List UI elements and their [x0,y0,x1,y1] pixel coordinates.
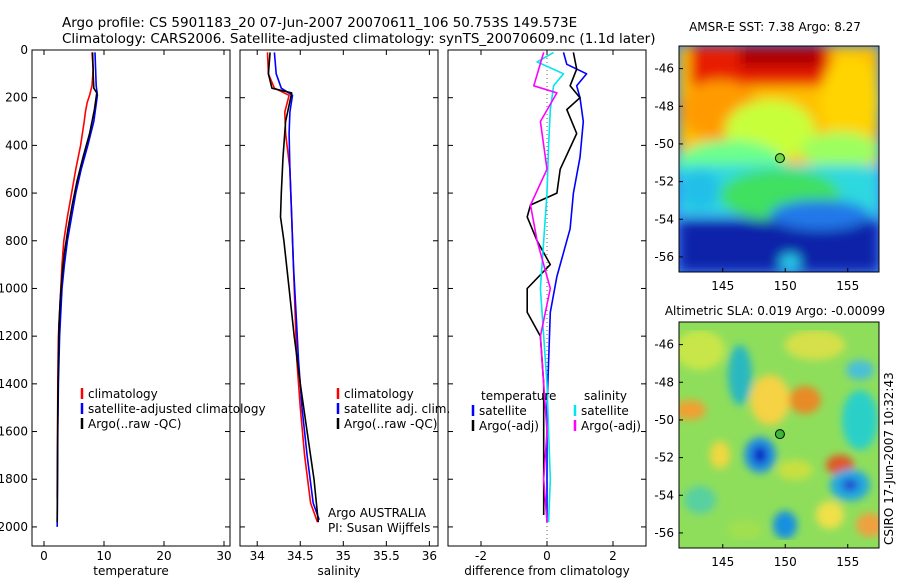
map-y-tick-label: -56 [654,526,674,540]
x-tick-label: 34 [250,549,265,563]
series-line-3 [529,52,558,523]
x-tick-label: 35 [336,549,351,563]
map-y-tick-label: -52 [654,175,674,189]
map-x-tick-label: 155 [836,555,859,569]
y-tick-label: 1000 [0,281,28,295]
map-frame [678,321,880,549]
annotation-line: Argo AUSTRALIA [328,506,427,520]
legend-label: satellite [581,404,629,418]
map-y-tick-label: -50 [654,413,674,427]
axes-frame [239,49,439,547]
y-tick-label: 1600 [0,425,28,439]
legend-label: Argo(..raw -QC) [88,417,181,431]
x-axis-label: difference from climatology [464,564,630,578]
panel-temperature: 0 10 20 30 0 200 400 600 800 1000 1200 1400 1600 1800… [0,43,266,578]
series-line-2 [56,52,98,523]
map-x-tick-label: 145 [711,279,734,293]
map-frame [678,45,880,273]
x-axis-label: temperature [93,564,168,578]
axes-frame [31,49,231,547]
map-y-tick-label: -54 [654,212,674,226]
y-tick-label: 400 [5,138,28,152]
legend-label: salinity [584,389,627,403]
legend-label: climatology [344,387,414,401]
map-title: Altimetric SLA: 0.019 Argo: -0.00099 [665,304,885,318]
y-tick-label: 1200 [0,329,28,343]
series-line-0 [546,52,588,523]
map-y-tick-label: -54 [654,488,674,502]
header-line2: Climatology: CARS2006. Satellite-adjuste… [62,31,655,47]
y-tick-label: 1800 [0,472,28,486]
x-tick-label: 30 [216,549,231,563]
x-tick-label: 20 [156,549,171,563]
x-tick-label: 35.5 [373,549,400,563]
legend-label: satellite-adjusted climatology [88,402,266,416]
series-line-1 [273,52,320,521]
legend-label: Argo(..raw -QC) [344,417,437,431]
y-tick-label: 0 [20,43,28,57]
panel-salinity: 34 34.5 35 35.5 36 salinity climatologysatelli… [239,49,450,578]
map-x-tick-label: 145 [711,555,734,569]
legend-label: Argo(-adj) [581,419,641,433]
y-tick-label: 800 [5,234,28,248]
y-tick-label: 200 [5,91,28,105]
legend-label: satellite [479,404,527,418]
legend-label: climatology [88,387,158,401]
map-y-tick-label: -48 [654,99,674,113]
x-tick-label: 0 [40,549,48,563]
legend-label: Argo(-adj) [479,419,539,433]
series-line-2 [536,51,565,523]
side-label: CSIRO 17-Jun-2007 10:32:43 [882,372,896,545]
x-tick-label: 36 [422,549,437,563]
x-axis-label: salinity [317,564,360,578]
map-title: AMSR-E SST: 7.38 Argo: 8.27 [689,20,861,34]
y-tick-label: 600 [5,186,28,200]
map-y-tick-label: -52 [654,451,674,465]
x-tick-label: 0 [543,549,551,563]
legend-label: temperature [481,389,556,403]
map-x-tick-label: 155 [836,279,859,293]
legend-label: satellite adj. clim. [344,402,450,416]
series-line-1 [526,52,581,515]
argo-position-marker [774,429,785,440]
x-tick-label: 2 [609,549,617,563]
map-y-tick-label: -46 [654,62,674,76]
annotation-line: PI: Susan Wijffels [328,521,430,535]
map-y-tick-label: -56 [654,250,674,264]
map-y-tick-label: -50 [654,137,674,151]
map-y-tick-label: -48 [654,375,674,389]
header-line1: Argo profile: CS 5901183_20 07-Jun-2007 … [62,15,577,31]
x-tick-label: 10 [96,549,111,563]
y-tick-label: 2000 [0,520,28,534]
x-tick-label: -2 [475,549,487,563]
series-line-2 [267,52,320,523]
x-tick-label: 34.5 [287,549,314,563]
map-x-tick-label: 150 [774,555,797,569]
y-tick-label: 1400 [0,377,28,391]
argo-position-marker [774,153,785,164]
map-y-tick-label: -46 [654,338,674,352]
map-sla_map: Altimetric SLA: 0.019 Argo: -0.00099 145 1… [654,304,885,569]
map-x-tick-label: 150 [774,279,797,293]
map-sst_map: AMSR-E SST: 7.38 Argo: 8.27 145 150 155 -46 -… [654,20,880,293]
